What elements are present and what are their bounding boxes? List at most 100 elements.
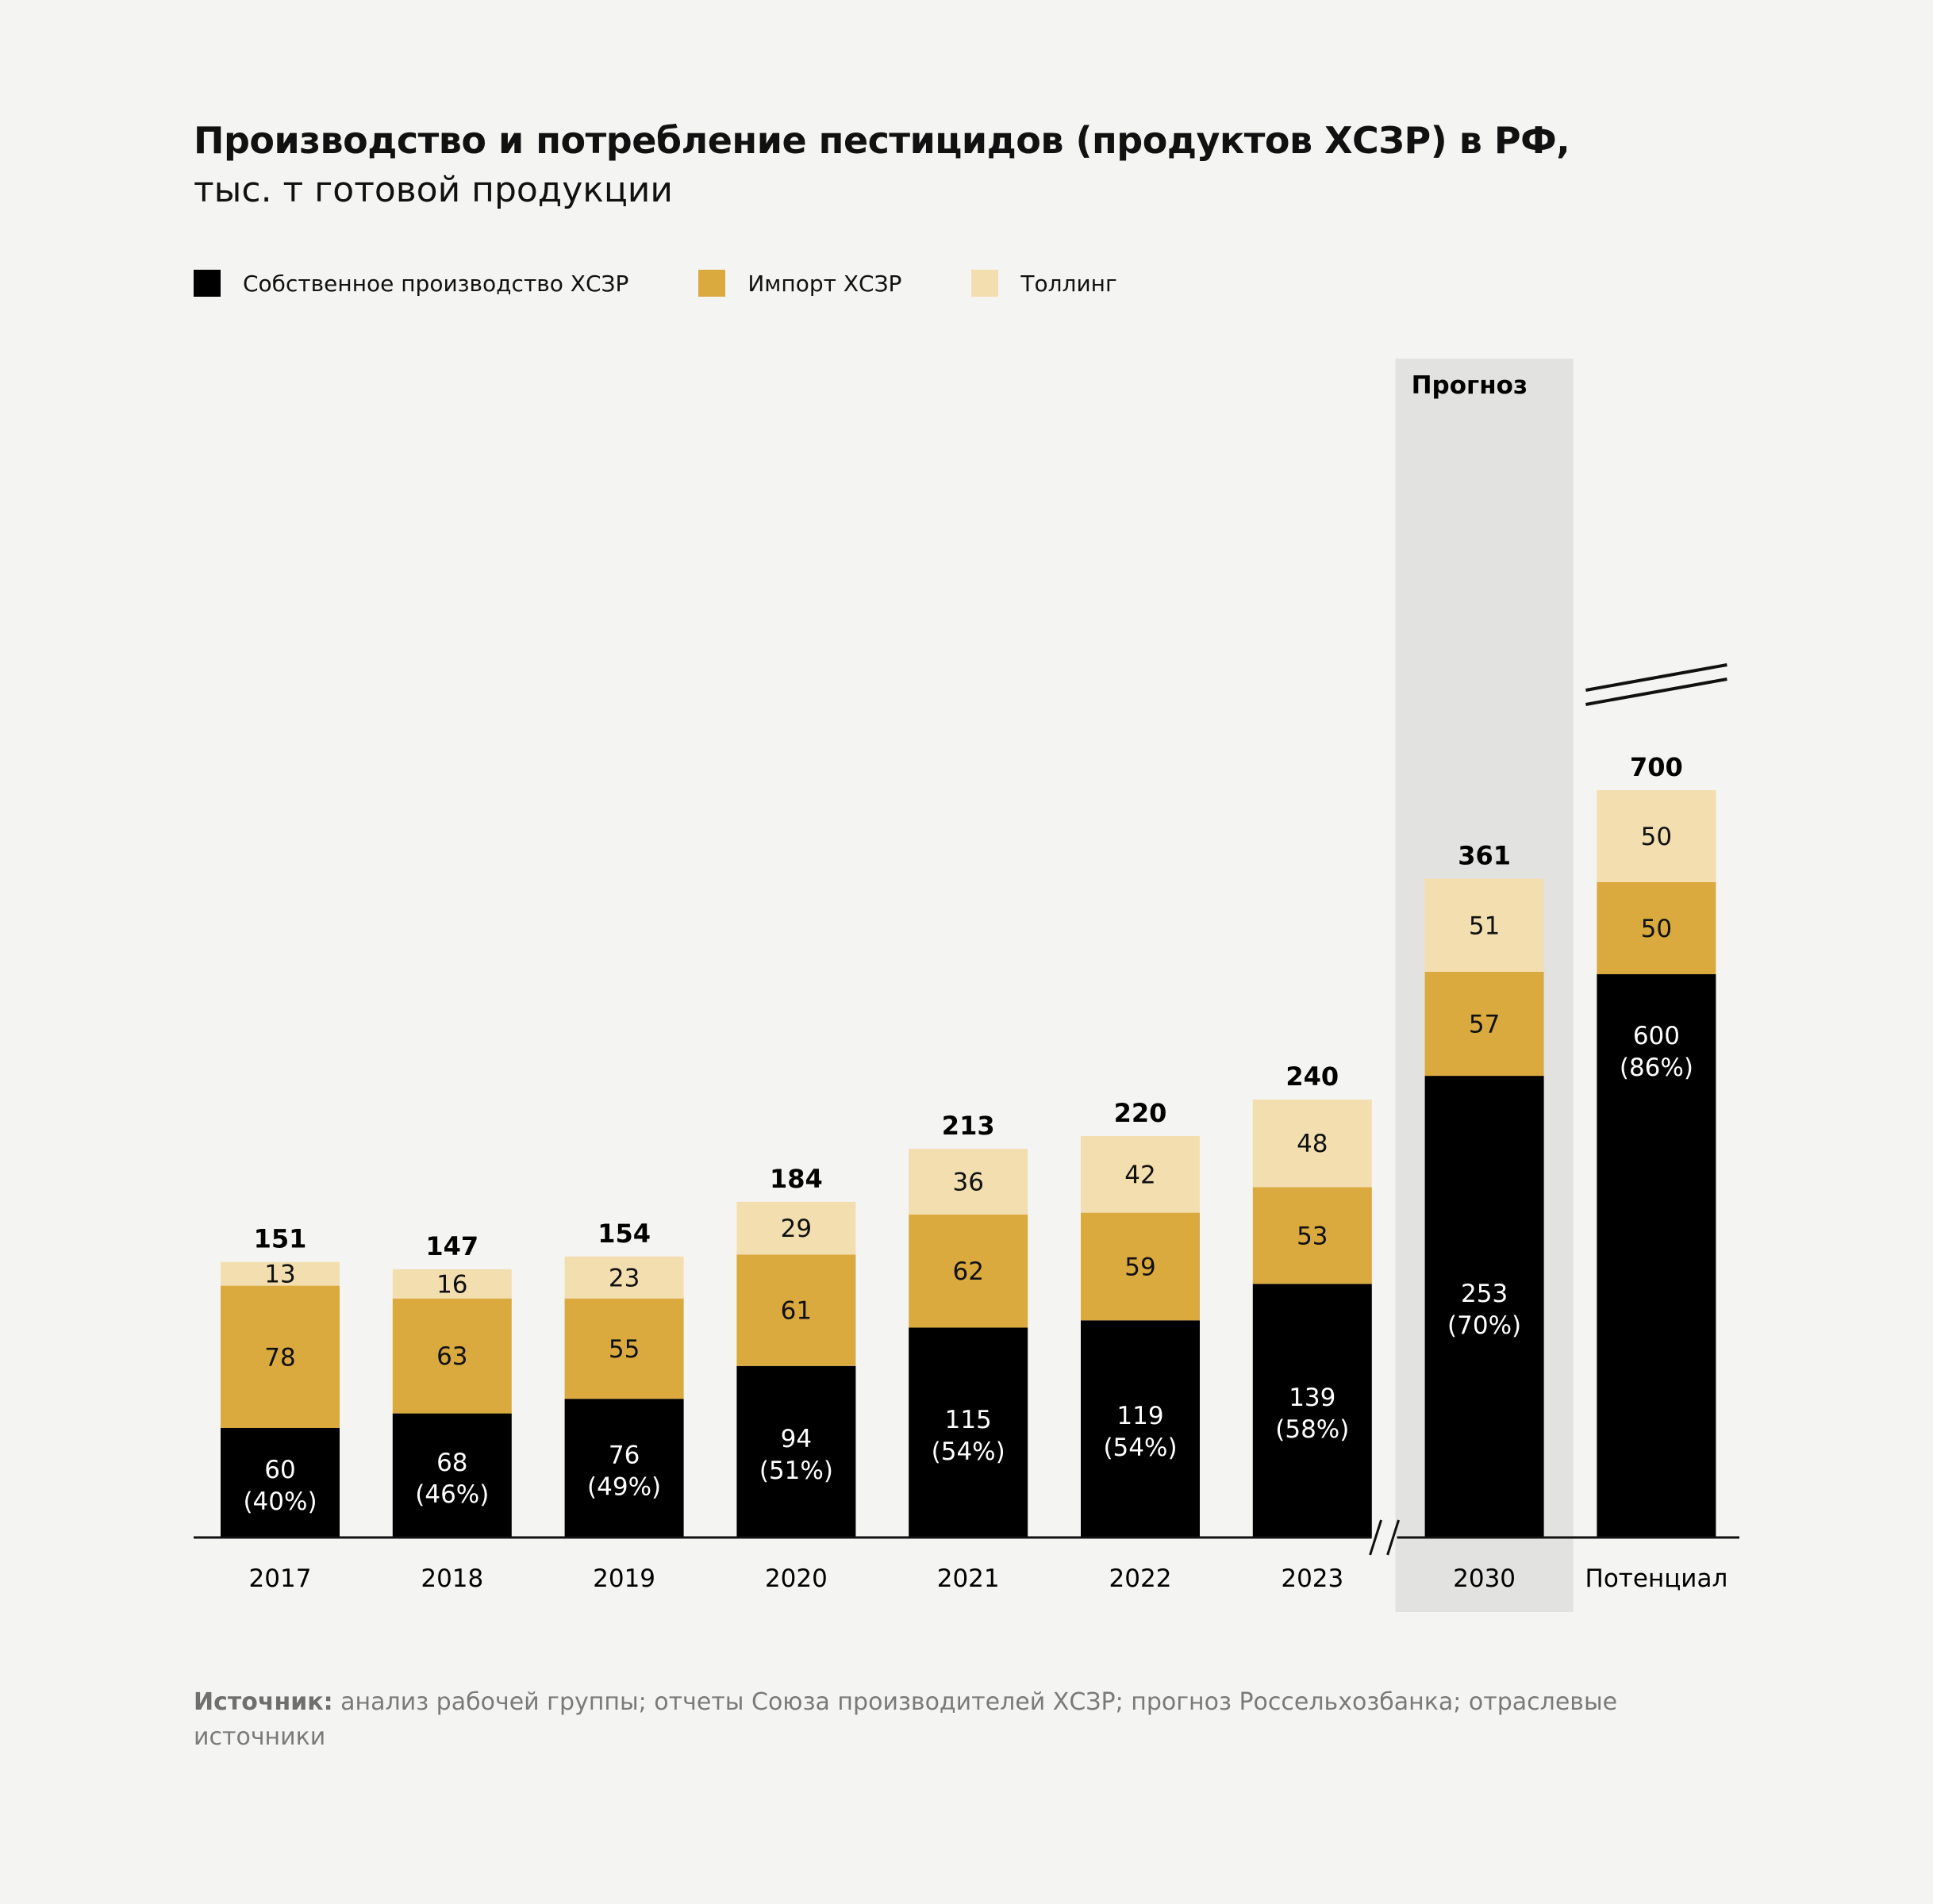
value-label-2023-series-2: 48: [1297, 1130, 1328, 1158]
value-label-2017-series-2: 13: [264, 1261, 295, 1289]
legend-item-import: Импорт ХСЗР: [698, 270, 901, 297]
value-label-2019-series-1: 55: [609, 1335, 640, 1364]
bar-2019-series-0: [564, 1399, 684, 1537]
bar-2018-series-2: [392, 1269, 512, 1299]
source-label: Источник:: [194, 1688, 333, 1716]
share-label-2017-own: (40%): [243, 1488, 317, 1516]
bar-2022-series-2: [1081, 1136, 1200, 1213]
total-label-Потенциал: 700: [1630, 752, 1683, 782]
value-label-2017-series-1: 78: [264, 1343, 295, 1372]
bar-2022-series-1: [1081, 1212, 1200, 1321]
value-label-2023-own: 139: [1289, 1384, 1335, 1412]
bar-2022-series-0: [1081, 1320, 1200, 1537]
value-break-gap: [1585, 665, 1727, 704]
total-label-2018: 147: [425, 1231, 478, 1261]
legend-label-own: Собственное производство ХСЗР: [243, 270, 629, 297]
bar-2023-series-2: [1252, 1100, 1372, 1188]
bar-2017-series-0: [221, 1428, 340, 1537]
bar-2021-series-1: [909, 1214, 1028, 1328]
source-note: Источник: анализ рабочей группы; отчеты …: [194, 1685, 1622, 1755]
bar-2020-series-2: [736, 1201, 856, 1255]
x-tick-2023: 2023: [1281, 1564, 1343, 1593]
axis-break-mark-1: [1369, 1519, 1383, 1556]
value-label-2030-own: 253: [1461, 1280, 1508, 1308]
value-label-2022-series-1: 59: [1124, 1253, 1155, 1281]
value-label-2020-series-2: 29: [781, 1215, 812, 1243]
bar-2017-series-1: [221, 1285, 340, 1428]
value-label-2018-series-1: 63: [436, 1342, 467, 1371]
value-label-2021-series-1: 62: [952, 1257, 983, 1286]
value-label-2018-own: 68: [436, 1449, 467, 1477]
x-tick-2018: 2018: [421, 1564, 483, 1593]
value-break-line-bottom: [1585, 678, 1727, 706]
bar-Потенциал-series-2: [1597, 790, 1716, 882]
share-label-2018-own: (46%): [415, 1480, 489, 1509]
value-label-2022-own: 119: [1116, 1402, 1163, 1430]
bar-2020-series-1: [736, 1254, 856, 1366]
legend-item-own: Собственное производство ХСЗР: [194, 270, 628, 297]
value-label-2030-series-1: 57: [1469, 1011, 1500, 1039]
legend: Собственное производство ХСЗР Импорт ХСЗ…: [194, 270, 1187, 297]
total-label-2022: 220: [1114, 1098, 1167, 1128]
value-label-2018-series-2: 16: [436, 1270, 467, 1299]
value-label-2023-series-1: 53: [1297, 1222, 1328, 1250]
x-tick-2017: 2017: [249, 1564, 312, 1593]
value-label-2020-series-1: 61: [781, 1297, 812, 1326]
value-label-2021-series-2: 36: [952, 1169, 983, 1197]
value-label-Потенциал-series-2: 50: [1641, 823, 1672, 851]
x-tick-2030: 2030: [1453, 1564, 1516, 1593]
value-label-2021-own: 115: [945, 1406, 992, 1434]
legend-item-tolling: Толлинг: [971, 270, 1117, 297]
bar-2019-series-2: [564, 1256, 684, 1299]
total-label-2021: 213: [942, 1111, 995, 1141]
share-label-2019-own: (49%): [587, 1473, 661, 1502]
value-label-2020-own: 94: [781, 1425, 812, 1453]
source-text: анализ рабочей группы; отчеты Союза прои…: [194, 1688, 1618, 1751]
total-label-2023: 240: [1285, 1061, 1339, 1092]
x-tick-2020: 2020: [765, 1564, 828, 1593]
value-label-2022-series-2: 42: [1124, 1161, 1155, 1189]
bar-2021-series-2: [909, 1149, 1028, 1215]
axis-break-mark-2: [1386, 1519, 1401, 1556]
chart-subtitle: тыс. т готовой продукции: [194, 170, 673, 210]
legend-label-tolling: Толлинг: [1020, 270, 1117, 297]
share-label-2021-own: (54%): [932, 1438, 1005, 1466]
chart-title: Производство и потребление пестицидов (п…: [194, 119, 1570, 162]
share-label-2020-own: (51%): [759, 1457, 833, 1485]
bar-2030-series-2: [1424, 878, 1544, 972]
bar-2019-series-1: [564, 1298, 684, 1399]
value-label-2019-own: 76: [609, 1441, 640, 1470]
bar-2021-series-0: [909, 1327, 1028, 1537]
x-tick-2021: 2021: [937, 1564, 1000, 1593]
share-label-2023-own: (58%): [1275, 1415, 1349, 1444]
total-label-2019: 154: [598, 1219, 651, 1249]
share-label-Потенциал-own: (86%): [1620, 1054, 1693, 1082]
value-break-line-top: [1585, 663, 1727, 692]
bar-2023-series-1: [1252, 1187, 1372, 1284]
legend-swatch-import: [698, 270, 726, 297]
value-label-Потенциал-own: 600: [1633, 1022, 1680, 1050]
bar-2023-series-0: [1252, 1284, 1372, 1537]
bar-2020-series-0: [736, 1365, 856, 1537]
value-label-2030-series-2: 51: [1469, 912, 1500, 940]
forecast-label: Прогноз: [1412, 371, 1528, 400]
bar-2030-series-0: [1424, 1076, 1544, 1537]
total-label-2017: 151: [254, 1224, 307, 1254]
bar-2017-series-2: [221, 1261, 340, 1286]
value-label-2019-series-2: 23: [609, 1264, 640, 1292]
value-label-Потенциал-series-1: 50: [1641, 915, 1672, 943]
stacked-bar-chart: Прогноз 60 (40%) 78 13 151 2017 68 (46%) 63 16 147 2…: [194, 359, 1739, 1612]
bar-2018-series-1: [392, 1298, 512, 1414]
x-tick-2022: 2022: [1109, 1564, 1172, 1593]
value-label-2017-own: 60: [264, 1456, 295, 1484]
legend-swatch-own: [194, 270, 221, 297]
legend-label-import: Импорт ХСЗР: [747, 270, 902, 297]
bar-Потенциал-series-0: [1597, 974, 1716, 1537]
total-label-2020: 184: [770, 1164, 823, 1194]
share-label-2022-own: (54%): [1103, 1434, 1177, 1462]
bar-2018-series-0: [392, 1413, 512, 1537]
share-label-2030-own: (70%): [1447, 1311, 1521, 1340]
total-label-2030: 361: [1458, 841, 1511, 871]
legend-swatch-tolling: [971, 270, 999, 297]
bar-Потенциал-series-1: [1597, 882, 1716, 974]
